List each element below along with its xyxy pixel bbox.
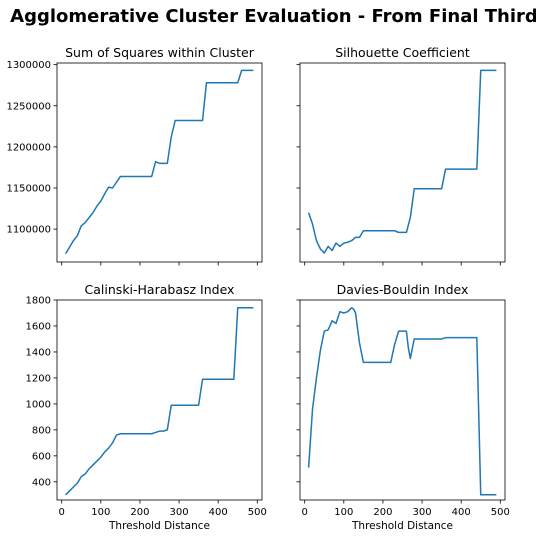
calinski-harabasz-index-axes-frame — [56, 299, 263, 501]
davies-bouldin-index-xtick-label: 100 — [334, 507, 353, 518]
calinski-harabasz-index-xtick-label: 0 — [59, 507, 65, 518]
calinski-harabasz-index-xlabel: Threshold Distance — [108, 520, 210, 532]
sum-of-squares-within-cluster-series-line — [64, 69, 254, 255]
calinski-harabasz-index-ytick-label: 1200 — [26, 373, 51, 384]
davies-bouldin-index-xtick-label: 300 — [413, 507, 432, 518]
calinski-harabasz-index-ytick-label: 1400 — [26, 347, 51, 358]
sum-of-squares-within-cluster-ytick-label: 1100000 — [6, 225, 51, 236]
davies-bouldin-index-title: Davies-Bouldin Index — [337, 282, 469, 297]
sum-of-squares-within-cluster-panel: Sum of Squares within Cluster 1100000 1150… — [6, 45, 263, 266]
davies-bouldin-index-axes-frame — [299, 299, 506, 501]
sum-of-squares-within-cluster-ytick-label: 1200000 — [6, 142, 51, 153]
sum-of-squares-within-cluster-ytick-label: 1300000 — [6, 60, 51, 71]
davies-bouldin-index-xtick-label: 400 — [452, 507, 471, 518]
calinski-harabasz-index-ytick-label: 1600 — [26, 321, 51, 332]
silhouette-coefficient-series-line — [307, 69, 497, 254]
calinski-harabasz-index-title: Calinski-Harabasz Index — [85, 282, 235, 297]
figure-suptitle: Agglomerative Cluster Evaluation - From … — [10, 6, 536, 27]
silhouette-coefficient-axes-frame — [299, 62, 506, 263]
sum-of-squares-within-cluster-ytick-label: 1150000 — [6, 183, 51, 194]
silhouette-coefficient-panel: Silhouette Coefficient — [296, 45, 506, 266]
calinski-harabasz-index-xtick-label: 200 — [130, 507, 149, 518]
calinski-harabasz-index-xtick-label: 500 — [248, 507, 267, 518]
calinski-harabasz-index-ytick-label: 800 — [32, 425, 51, 436]
davies-bouldin-index-xlabel: Threshold Distance — [351, 520, 453, 532]
calinski-harabasz-index-ytick-label: 1000 — [26, 399, 51, 410]
subplot-grid: Sum of Squares within Cluster 1100000 1150… — [6, 45, 509, 532]
calinski-harabasz-index-xtick-label: 400 — [209, 507, 228, 518]
silhouette-coefficient-title: Silhouette Coefficient — [335, 45, 470, 60]
calinski-harabasz-index-series-line — [65, 307, 254, 496]
sum-of-squares-within-cluster-axes-frame — [56, 62, 263, 263]
calinski-harabasz-index-xtick-label: 300 — [170, 507, 189, 518]
davies-bouldin-index-series-line — [307, 307, 497, 496]
calinski-harabasz-index-ytick-label: 600 — [32, 451, 51, 462]
calinski-harabasz-index-ytick-label: 400 — [32, 477, 51, 488]
calinski-harabasz-index-xtick-label: 100 — [91, 507, 110, 518]
sum-of-squares-within-cluster-title: Sum of Squares within Cluster — [65, 45, 255, 60]
calinski-harabasz-index-ytick-label: 1800 — [26, 296, 51, 307]
davies-bouldin-index-panel: Davies-Bouldin Index 0 100 200 300 400 500 Thre… — [296, 282, 510, 532]
davies-bouldin-index-xtick-label: 200 — [373, 507, 392, 518]
davies-bouldin-index-xtick-label: 500 — [491, 507, 510, 518]
calinski-harabasz-index-panel: Calinski-Harabasz Index 0 100 200 300 400 500 4… — [26, 282, 267, 532]
sum-of-squares-within-cluster-ytick-label: 1250000 — [6, 101, 51, 112]
davies-bouldin-index-xtick-label: 0 — [302, 507, 308, 518]
